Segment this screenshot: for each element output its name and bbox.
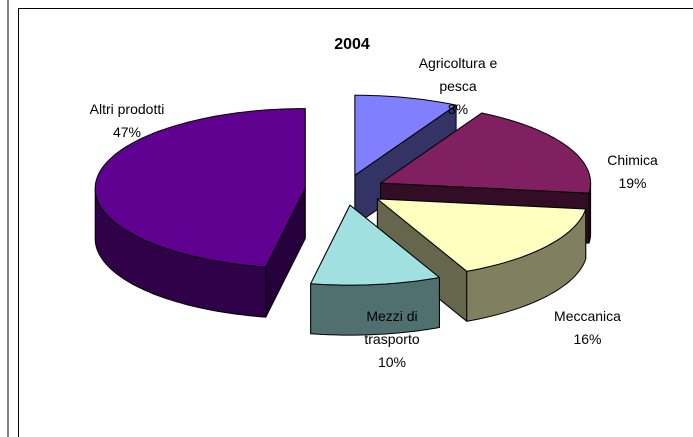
slice bbox=[354, 94, 457, 176]
value-label: 19% bbox=[618, 175, 647, 191]
chart-title: 2004 bbox=[334, 36, 370, 53]
value-label: 10% bbox=[377, 354, 407, 370]
pie bbox=[94, 94, 592, 336]
slice bbox=[380, 112, 592, 194]
slice bbox=[94, 108, 306, 268]
category-label: Chimica bbox=[607, 152, 658, 168]
data-label: Agricoltura e pesca 8% bbox=[403, 52, 513, 121]
data-label: Mezzi di trasporto 10% bbox=[347, 305, 437, 374]
value-label: 16% bbox=[573, 331, 602, 347]
slice bbox=[310, 204, 440, 286]
category-label: Mezzi di trasporto bbox=[364, 308, 420, 347]
data-label: Altri prodotti 47% bbox=[67, 98, 187, 144]
chart-border bbox=[18, 8, 693, 437]
category-label: Meccanica bbox=[554, 308, 621, 324]
data-label: Chimica 19% bbox=[585, 149, 680, 195]
category-label: Altri prodotti bbox=[89, 101, 165, 117]
value-label: 47% bbox=[112, 124, 142, 140]
data-label: Meccanica 16% bbox=[530, 305, 645, 351]
slice bbox=[376, 198, 587, 272]
category-label: Agricoltura e pesca bbox=[418, 55, 498, 94]
value-label: 8% bbox=[447, 101, 469, 117]
